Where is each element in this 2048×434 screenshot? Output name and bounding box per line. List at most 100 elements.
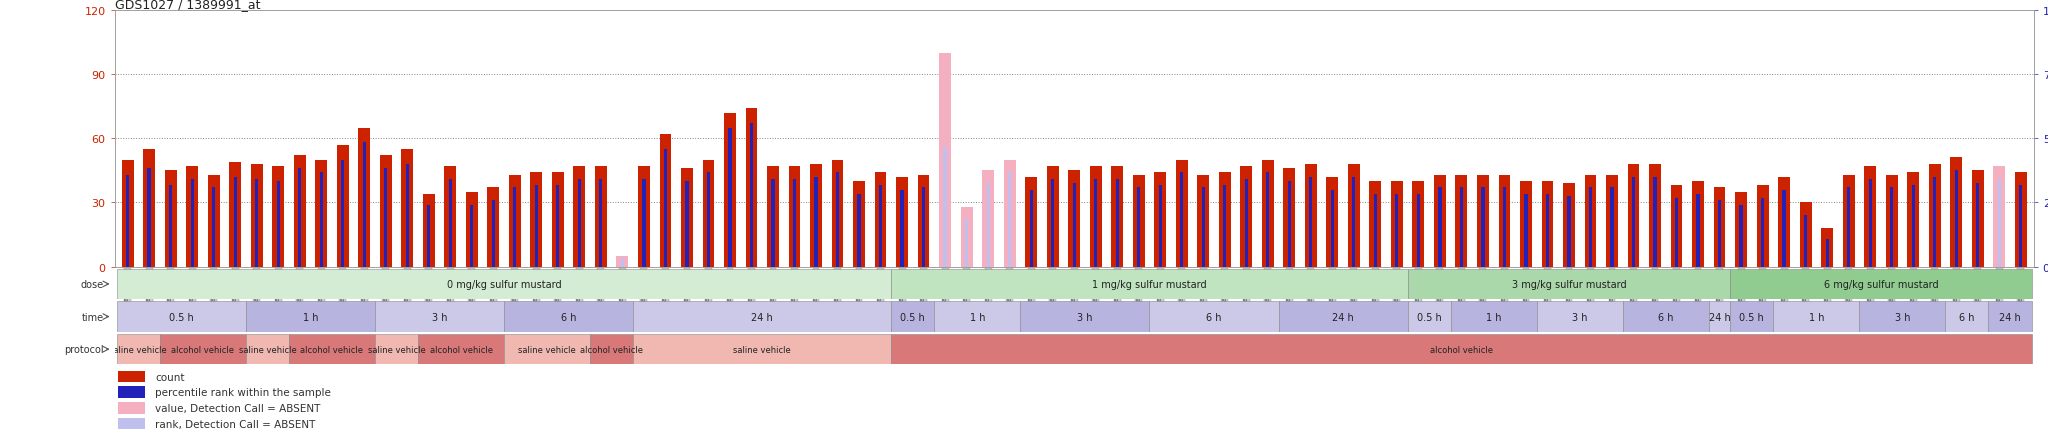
Bar <box>1976 184 1978 267</box>
Bar <box>1950 158 1962 267</box>
Bar <box>707 173 711 267</box>
Text: GSM33313: GSM33313 <box>1802 270 1808 304</box>
Bar <box>596 167 606 267</box>
Bar <box>1843 175 1855 267</box>
Text: GSM33408: GSM33408 <box>1415 270 1421 303</box>
Text: GSM33386: GSM33386 <box>555 270 561 303</box>
Bar <box>940 53 950 267</box>
Bar <box>811 164 821 267</box>
Text: GSM33347: GSM33347 <box>641 270 647 304</box>
Bar <box>117 302 246 332</box>
Bar <box>1546 194 1548 267</box>
Text: GSM33373: GSM33373 <box>750 270 754 304</box>
Bar <box>1696 194 1700 267</box>
Bar <box>375 302 504 332</box>
Bar <box>1708 302 1731 332</box>
Bar <box>147 169 152 267</box>
Bar <box>119 418 145 430</box>
Text: GSM33424: GSM33424 <box>168 270 174 304</box>
Text: GSM33366: GSM33366 <box>684 270 690 303</box>
Text: GSM33357: GSM33357 <box>1739 270 1743 304</box>
Text: 24 h: 24 h <box>1708 312 1731 322</box>
Text: GSM33432: GSM33432 <box>340 270 346 304</box>
Bar <box>1653 177 1657 267</box>
Bar <box>276 181 281 267</box>
Bar <box>406 164 410 267</box>
Text: alcohol vehicle: alcohol vehicle <box>301 345 362 354</box>
Bar <box>1241 167 1251 267</box>
Text: GSM33287: GSM33287 <box>1286 270 1292 304</box>
Text: GSM33341: GSM33341 <box>1114 270 1120 304</box>
Text: 0.5 h: 0.5 h <box>901 312 926 322</box>
Text: GSM33438: GSM33438 <box>211 270 217 304</box>
Text: 3 h: 3 h <box>1573 312 1587 322</box>
Text: value, Detection Call = ABSENT: value, Detection Call = ABSENT <box>156 403 319 413</box>
Bar <box>1460 188 1462 267</box>
Text: GSM33304: GSM33304 <box>1266 270 1270 304</box>
Text: GSM33322: GSM33322 <box>1051 270 1055 304</box>
Bar <box>1847 188 1849 267</box>
Text: alcohol vehicle: alcohol vehicle <box>430 345 494 354</box>
Bar <box>465 192 477 267</box>
Text: GSM33330: GSM33330 <box>965 270 969 304</box>
Text: count: count <box>156 372 184 381</box>
Text: GSM33372: GSM33372 <box>727 270 733 304</box>
Bar <box>578 179 582 267</box>
Text: GSM33320: GSM33320 <box>922 270 926 304</box>
Bar <box>1864 167 1876 267</box>
Bar <box>891 269 1407 299</box>
Text: GSM33393: GSM33393 <box>492 270 496 304</box>
Text: GSM33374: GSM33374 <box>383 270 389 304</box>
Bar <box>1438 188 1442 267</box>
Bar <box>1284 169 1294 267</box>
Text: GSM33340: GSM33340 <box>1008 270 1012 304</box>
Bar <box>1907 173 1919 267</box>
Text: GSM33307: GSM33307 <box>2017 270 2023 304</box>
Bar <box>1069 171 1079 267</box>
Text: 1 h: 1 h <box>1808 312 1825 322</box>
Bar <box>1047 167 1059 267</box>
Bar <box>444 167 457 267</box>
Text: alcohol vehicle: alcohol vehicle <box>580 345 643 354</box>
Bar <box>1245 179 1247 267</box>
Bar <box>1761 199 1763 267</box>
Bar <box>1993 167 2005 267</box>
Text: GSM33378: GSM33378 <box>1544 270 1550 304</box>
Text: 24 h: 24 h <box>1331 312 1354 322</box>
Text: 1 mg/kg sulfur mustard: 1 mg/kg sulfur mustard <box>1092 279 1206 289</box>
Bar <box>1946 302 1989 332</box>
Text: GSM33324: GSM33324 <box>1868 270 1872 304</box>
Text: percentile rank within the sample: percentile rank within the sample <box>156 388 332 397</box>
Text: GSM33415: GSM33415 <box>147 270 152 303</box>
Bar <box>686 181 688 267</box>
Bar <box>1417 194 1419 267</box>
Bar <box>1008 173 1012 267</box>
Text: GSM33433: GSM33433 <box>362 270 367 304</box>
Text: GSM33401: GSM33401 <box>621 270 625 303</box>
Bar <box>1202 188 1204 267</box>
Text: alcohol vehicle: alcohol vehicle <box>1430 345 1493 354</box>
Bar <box>2015 173 2028 267</box>
Text: GSM33426: GSM33426 <box>1501 270 1507 304</box>
Bar <box>879 186 883 267</box>
Bar <box>1327 177 1337 267</box>
Text: saline vehicle: saline vehicle <box>109 345 168 354</box>
Text: 6 h: 6 h <box>1206 312 1223 322</box>
Bar <box>1477 175 1489 267</box>
Bar <box>1954 171 1958 267</box>
Bar <box>250 164 262 267</box>
Text: GSM33333: GSM33333 <box>1888 270 1894 304</box>
Bar <box>504 302 633 332</box>
Text: GSM33329: GSM33329 <box>942 270 948 304</box>
Bar <box>621 258 625 267</box>
Text: 0.5 h: 0.5 h <box>1417 312 1442 322</box>
Bar <box>1004 160 1016 267</box>
Text: GSM33332: GSM33332 <box>1094 270 1098 304</box>
Text: GSM33385: GSM33385 <box>449 270 453 303</box>
Text: 3 h: 3 h <box>1894 312 1911 322</box>
Bar <box>1675 199 1677 267</box>
Bar <box>1331 190 1333 267</box>
Bar <box>1782 190 1786 267</box>
Text: saline vehicle: saline vehicle <box>369 345 426 354</box>
Bar <box>1073 184 1075 267</box>
